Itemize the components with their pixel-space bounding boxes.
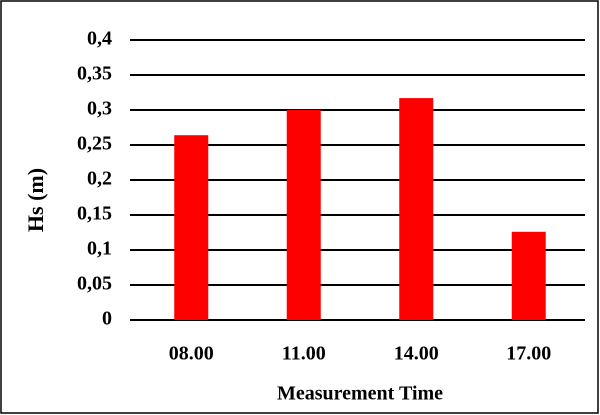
x-tick-label: 11.00 [282,343,326,365]
x-tick-label: 17.00 [506,343,551,365]
bar [399,98,434,320]
y-axis-title: Hs (m) [23,168,48,232]
y-tick-label: 0,2 [87,168,112,190]
y-tick-label: 0,25 [77,133,112,155]
x-tick-label: 14.00 [394,343,439,365]
y-tick-label: 0,15 [77,203,112,225]
y-tick-label: 0,1 [87,238,112,260]
y-tick-label: 0,05 [77,273,112,295]
bar [511,231,546,320]
x-axis-title: Measurement Time [277,383,443,405]
y-tick-label: 0,4 [87,28,112,50]
y-tick-label: 0,35 [77,63,112,85]
x-tick-label: 08.00 [169,343,214,365]
bar [174,135,209,320]
bar [286,110,321,320]
y-tick-label: 0,3 [87,98,112,120]
y-tick-label: 0 [102,308,112,330]
